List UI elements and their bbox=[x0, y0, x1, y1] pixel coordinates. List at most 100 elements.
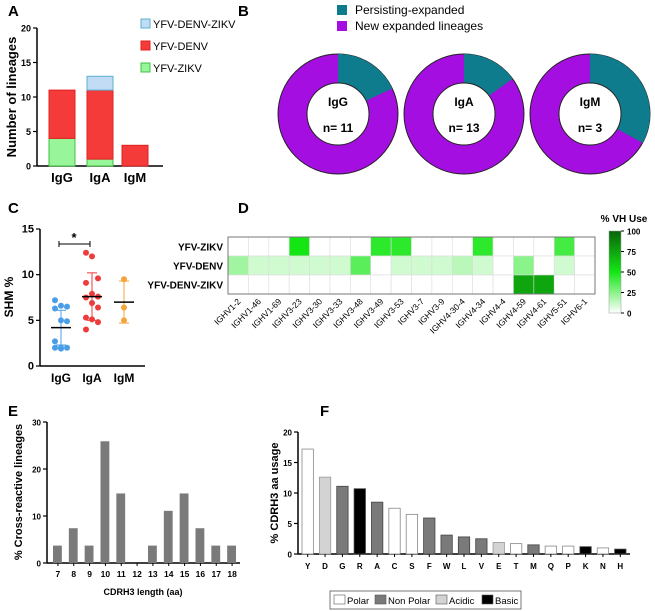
d-cell-YFV-ZIKV-IGHV6-1 bbox=[574, 236, 596, 257]
e-bar-18 bbox=[227, 545, 236, 563]
f-x-label: A bbox=[374, 562, 380, 571]
c-point-IgA bbox=[89, 316, 95, 323]
d-cell-YFV-DENV-ZIKV-IGHV1-69 bbox=[268, 274, 290, 295]
f-x-label: E bbox=[496, 562, 502, 571]
f-x-label: D bbox=[322, 562, 328, 571]
d-cell-YFV-DENV-IGHV4-30-4 bbox=[451, 255, 473, 276]
b-donut-n: n= 11 bbox=[323, 121, 354, 135]
d-cell-YFV-ZIKV-IGHV4-30-4 bbox=[451, 236, 473, 257]
d-cell-YFV-DENV-IGHV3-9 bbox=[431, 255, 453, 276]
f-x-label: L bbox=[462, 562, 467, 571]
d-cell-YFV-DENV-ZIKV-IGHV5-51 bbox=[553, 274, 575, 295]
f-y-tick-label: 10 bbox=[283, 490, 292, 499]
c-point-IgG bbox=[52, 305, 58, 312]
d-cell-YFV-ZIKV-IGHV5-51 bbox=[553, 236, 575, 257]
e-y-title: % Cross-reactive lineages bbox=[13, 424, 25, 560]
d-row-label: YFV-DENV-ZIKV bbox=[147, 281, 223, 292]
f-bar-G bbox=[336, 485, 349, 555]
f-x-label: W bbox=[443, 562, 451, 571]
e-x-label: 9 bbox=[87, 569, 92, 579]
f-bar-W bbox=[440, 534, 453, 555]
f-y-tick-label: 15 bbox=[283, 459, 292, 468]
a-bar-YFV-DENV-IgM bbox=[121, 144, 149, 167]
f-x-label: K bbox=[583, 562, 589, 571]
f-bar-Q bbox=[544, 545, 557, 555]
d-colorbar-tick-label: 100 bbox=[627, 228, 641, 237]
d-cell-YFV-DENV-IGHV1-69 bbox=[268, 255, 290, 276]
f-bar-F bbox=[423, 517, 436, 555]
panel-label-E: E bbox=[8, 403, 18, 420]
b-donut-hole bbox=[432, 82, 496, 146]
c-x-label: IgM bbox=[114, 371, 135, 385]
c-point-IgM bbox=[121, 304, 127, 311]
f-bar-M bbox=[527, 544, 540, 555]
d-cell-YFV-DENV-IGHV3-49 bbox=[370, 255, 392, 276]
e-x-label: 14 bbox=[164, 569, 174, 579]
panel-label-F: F bbox=[320, 403, 329, 420]
a-x-label: IgA bbox=[90, 170, 112, 185]
d-cell-YFV-DENV-ZIKV-IGHV3-49 bbox=[370, 274, 392, 295]
d-cell-YFV-DENV-ZIKV-IGHV4-34 bbox=[472, 274, 494, 295]
d-cell-YFV-ZIKV-IGHV1-69 bbox=[268, 236, 290, 257]
f-x-label: N bbox=[600, 562, 606, 571]
b-legend-label: New expanded lineages bbox=[355, 19, 483, 33]
e-x-label: 12 bbox=[132, 569, 142, 579]
c-point-IgA bbox=[95, 304, 101, 311]
d-colorbar-title: % VH Use bbox=[601, 214, 648, 225]
d-cell-YFV-DENV-ZIKV-IGHV1-46 bbox=[248, 274, 270, 295]
a-y-tick-label: 15 bbox=[21, 58, 31, 68]
c-point-IgA bbox=[89, 299, 95, 306]
d-cell-YFV-DENV-IGHV3-30 bbox=[309, 255, 331, 276]
c-y-tick-label: 0 bbox=[28, 361, 34, 373]
a-y-tick-label: 10 bbox=[21, 93, 31, 103]
e-y-tick-label: 10 bbox=[32, 513, 41, 522]
a-x-label: IgG bbox=[51, 170, 73, 185]
f-x-label: Y bbox=[305, 562, 311, 571]
f-x-label: F bbox=[427, 562, 432, 571]
f-bar-H bbox=[614, 548, 627, 555]
d-row-label: YFV-DENV bbox=[173, 262, 223, 273]
b-donut-n: n= 13 bbox=[448, 121, 479, 135]
d-cell-YFV-DENV-ZIKV-IGHV3-7 bbox=[411, 274, 433, 295]
b-legend-label: Persisting-expanded bbox=[355, 3, 464, 17]
a-y-tick-label: 5 bbox=[26, 127, 31, 137]
d-cell-YFV-DENV-ZIKV-IGHV3-30 bbox=[309, 274, 331, 295]
e-y-tick-label: 20 bbox=[32, 466, 41, 475]
c-point-IgA bbox=[83, 294, 89, 301]
d-heatmap-border bbox=[227, 236, 596, 295]
d-cell-YFV-DENV-IGHV3-33 bbox=[329, 255, 351, 276]
c-point-IgG bbox=[64, 344, 70, 351]
c-point-IgG bbox=[52, 338, 58, 345]
f-bar-D bbox=[318, 476, 332, 555]
c-significance-star: * bbox=[71, 230, 77, 245]
c-point-IgM bbox=[121, 317, 127, 324]
b-donut-hole bbox=[558, 82, 622, 146]
d-cell-YFV-DENV-ZIKV-IGHV4-59 bbox=[513, 274, 535, 295]
f-bar-S bbox=[405, 513, 418, 555]
b-donut-hole bbox=[306, 82, 370, 146]
d-cell-YFV-ZIKV-IGHV4-61 bbox=[533, 236, 555, 257]
d-cell-YFV-DENV-ZIKV-IGHV3-23 bbox=[288, 274, 310, 295]
c-point-IgA bbox=[83, 314, 89, 321]
c-point-IgA bbox=[83, 279, 89, 286]
f-x-label: T bbox=[514, 562, 519, 571]
f-bar-N bbox=[596, 547, 610, 555]
a-bar-YFV-DENV-IgG bbox=[48, 89, 76, 139]
c-point-IgA bbox=[89, 290, 95, 297]
b-donut-label: IgA bbox=[454, 95, 474, 109]
d-colorbar-tick-label: 50 bbox=[627, 269, 636, 278]
b-legend-swatch bbox=[337, 21, 347, 31]
d-cell-YFV-ZIKV-IGHV3-23 bbox=[288, 236, 310, 257]
d-cell-YFV-DENV-IGHV4-34 bbox=[472, 255, 494, 276]
panel-label-A: A bbox=[8, 3, 19, 20]
e-x-label: 15 bbox=[180, 569, 190, 579]
f-bar-E bbox=[492, 542, 505, 555]
d-cell-YFV-DENV-ZIKV-IGHV1-2 bbox=[227, 274, 249, 295]
a-y-title: Number of lineages bbox=[4, 37, 19, 158]
d-cell-YFV-ZIKV-IGHV3-30 bbox=[309, 236, 331, 257]
e-bar-16 bbox=[195, 528, 205, 563]
d-cell-YFV-DENV-ZIKV-IGHV4-4 bbox=[492, 274, 514, 295]
e-x-label: 8 bbox=[71, 569, 76, 579]
a-legend-swatch bbox=[140, 62, 151, 73]
